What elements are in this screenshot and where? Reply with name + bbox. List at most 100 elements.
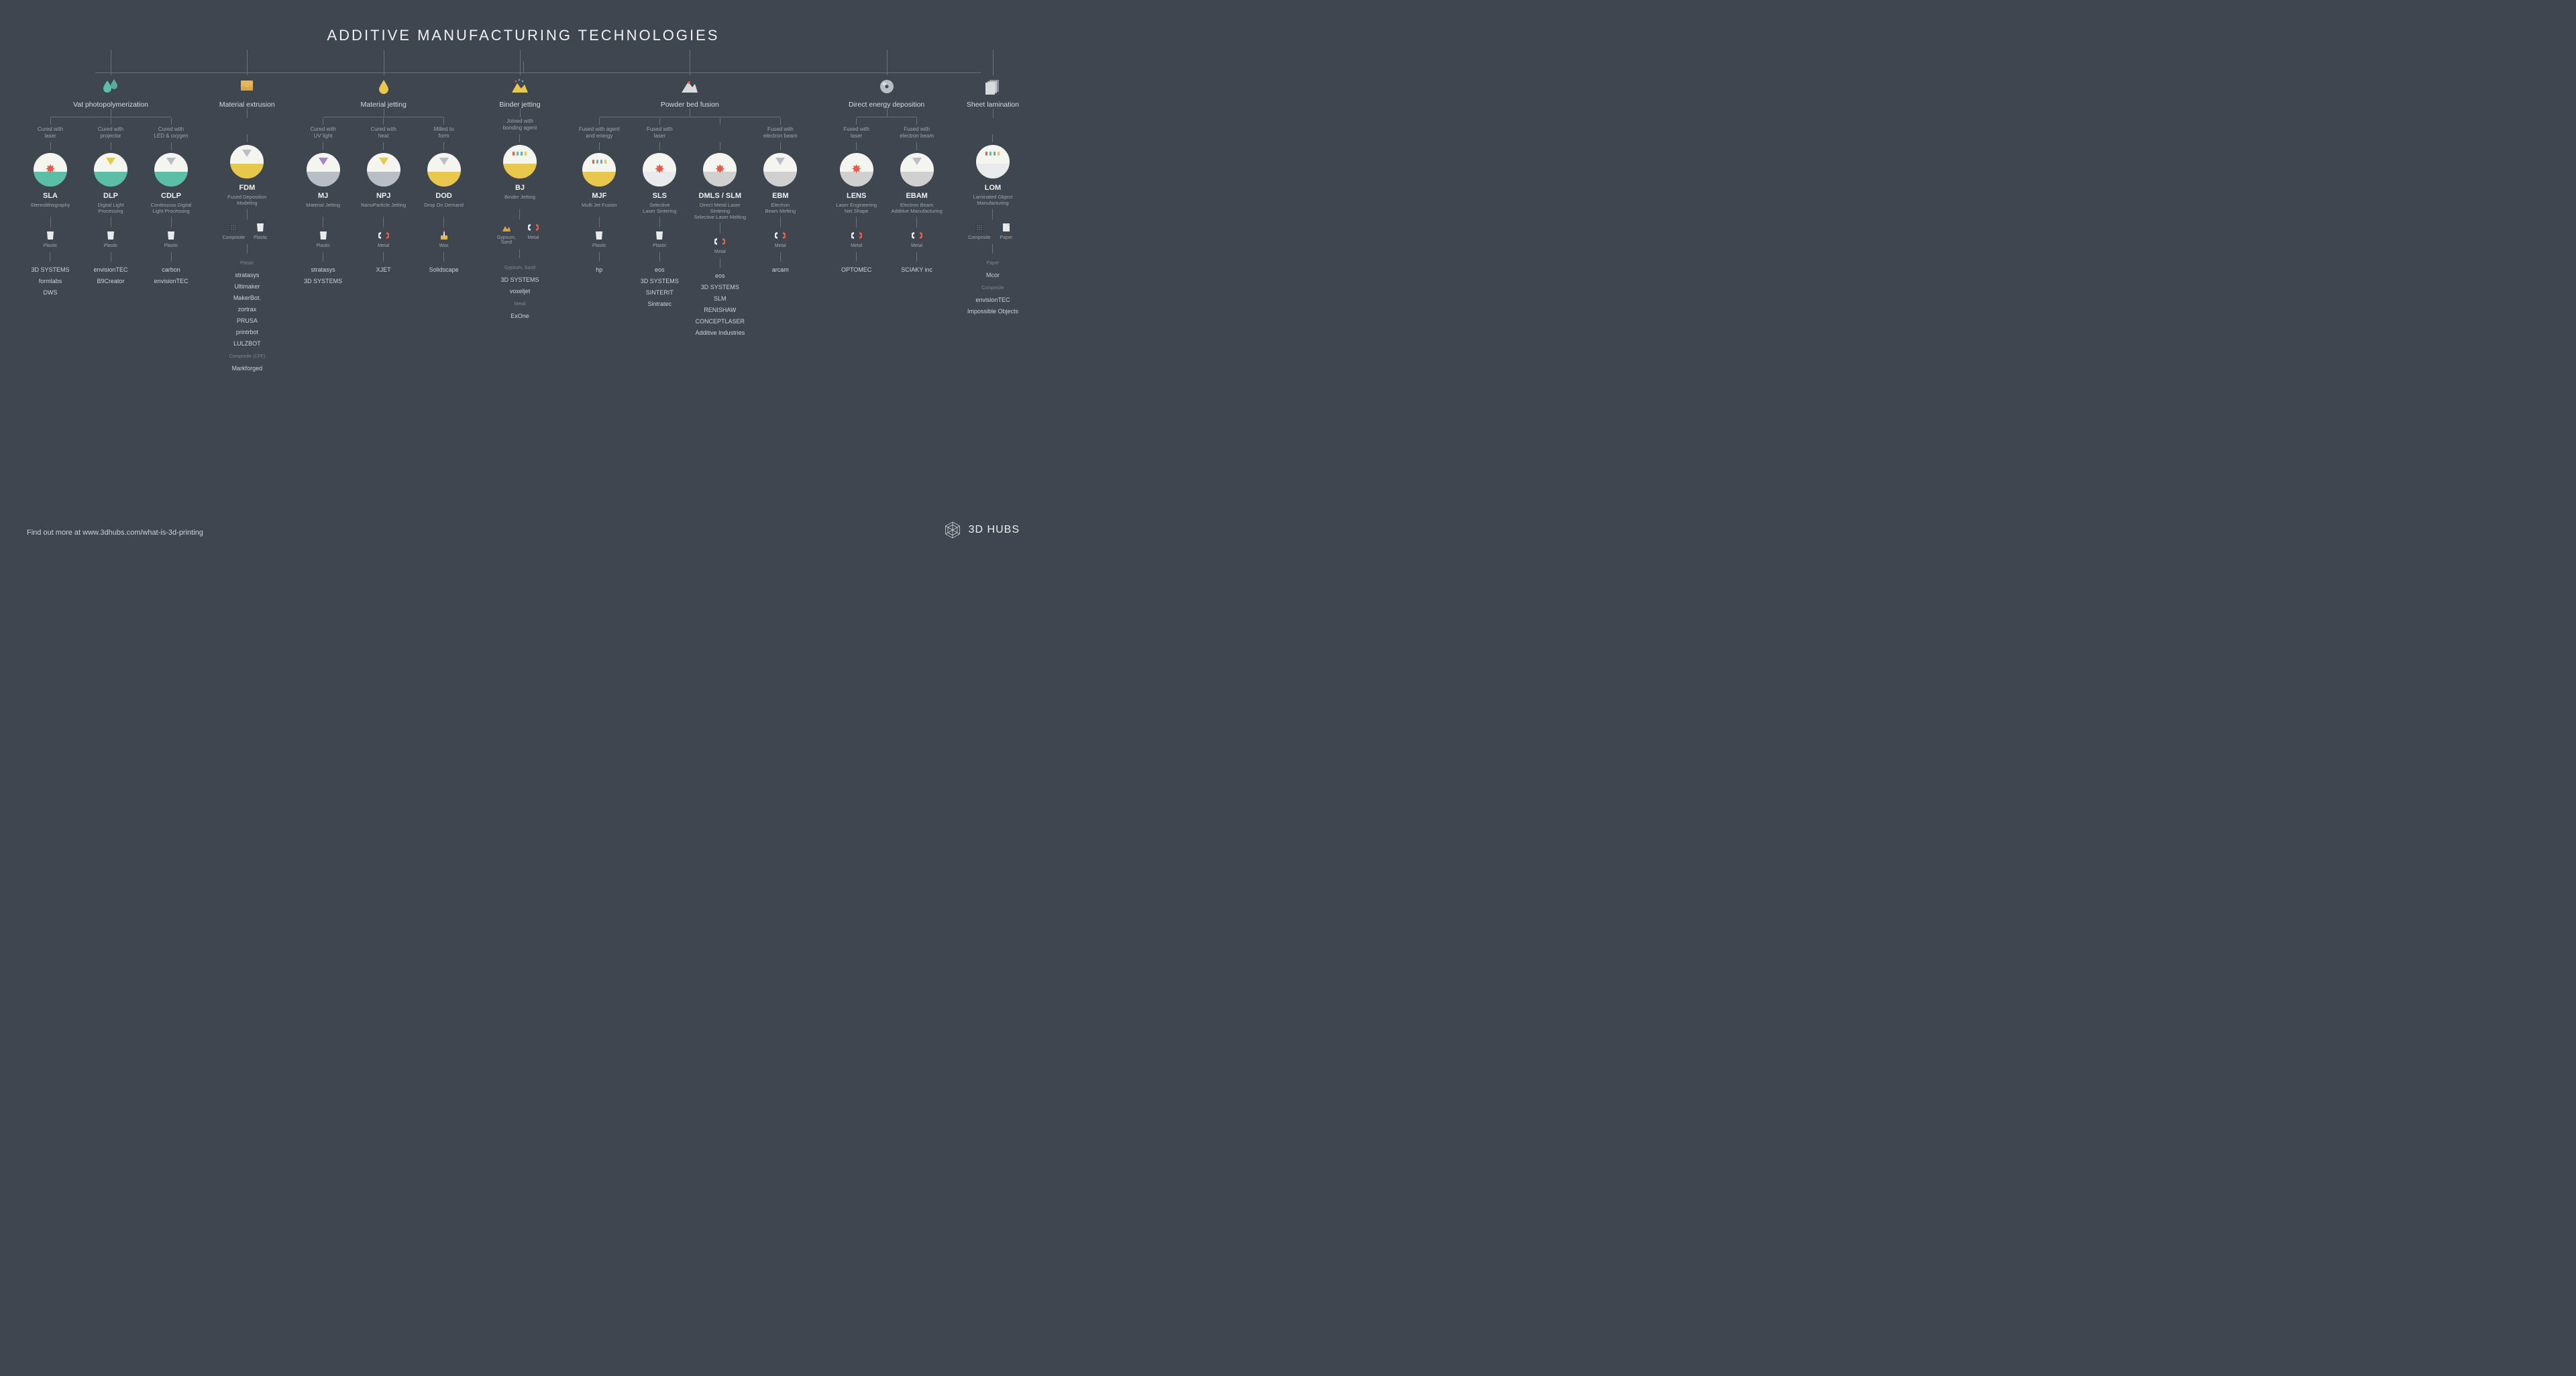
process-acronym: LOM	[985, 184, 1001, 192]
vendor-logo: DWS	[43, 289, 57, 296]
material-metal: Metal	[767, 230, 793, 248]
material-row: Plastic	[158, 230, 184, 248]
page-title: ADDITIVE MANUFACTURING TECHNOLOGIES	[20, 27, 1026, 44]
vendor-logo: Markforged	[232, 365, 263, 372]
tree-connector	[523, 62, 524, 72]
vendor-logo: 3D SYSTEMS	[641, 278, 679, 284]
vendor-logo: XJET	[376, 266, 391, 273]
vendor-logo: Ultimaker	[234, 283, 260, 290]
process-acronym: MJ	[318, 192, 328, 200]
vendor-logo: MakerBot.	[233, 295, 261, 301]
pile-icon	[510, 78, 530, 95]
process-row: FDMFused Deposition ModelingCompositePla…	[219, 118, 275, 372]
material-label: Plastic	[592, 244, 606, 248]
process-method: Fused with agent and energy	[579, 126, 620, 140]
vendor-logo: arcam	[772, 266, 789, 273]
material-row: CompositePlastic	[221, 222, 273, 240]
vendor-list: envisionTEC B9Creator	[93, 262, 127, 284]
material-row: Metal	[767, 230, 793, 248]
category-vat: Vat photopolymerization Cured with laser✸…	[20, 78, 201, 372]
drop-icon	[374, 78, 394, 95]
material-label: Composite	[223, 235, 245, 240]
category-ded: Direct energy depositionFused with laser…	[826, 78, 947, 372]
material-row: Metal	[904, 230, 930, 248]
process-fullname: Drop On Demand	[424, 202, 464, 214]
plastic-icon	[654, 230, 665, 241]
process-acronym: MJF	[592, 192, 606, 200]
process-circle-icon: ✸	[703, 153, 737, 187]
process-acronym: LENS	[847, 192, 866, 200]
material-plastic: Plastic	[647, 230, 672, 248]
vendor-group-label: Paper	[987, 261, 1000, 266]
vendor-logo: Sintratec	[648, 301, 672, 307]
process-lom: LOMLaminated Object ManufacturingComposi…	[965, 118, 1021, 315]
process-fullname: Digital Light Processing	[97, 202, 123, 214]
process-acronym: DLP	[103, 192, 118, 200]
category-label: Direct energy deposition	[849, 101, 924, 109]
vendor-logo: eos	[655, 266, 665, 273]
process-mj: Cured with UV light MJ Material Jetting Pla…	[295, 118, 352, 284]
process-fullname: Electron Beam Additive Manufacturing	[891, 202, 942, 214]
material-label: Gypsum, Sand	[497, 235, 516, 245]
vendor-logo: RENISHAW	[704, 307, 736, 313]
vendor-logo: 3D SYSTEMS	[304, 278, 342, 284]
vendor-list: SCIAKY inc	[901, 262, 932, 273]
process-method: Milled to form	[434, 126, 454, 140]
process-fullname: NanoParticle Jetting	[361, 202, 406, 214]
process-acronym: EBM	[772, 192, 788, 200]
paper-icon	[1001, 222, 1012, 233]
process-dlp: Cured with projectorDLPDigital Light Pro…	[83, 118, 139, 296]
process-acronym: CDLP	[161, 192, 181, 200]
category-label: Powder bed fusion	[661, 101, 719, 109]
process-fullname: Material Jetting	[306, 202, 340, 214]
material-plastic: Plastic	[311, 230, 336, 248]
material-sand: Gypsum, Sand	[494, 222, 519, 245]
vendor-list: arcam	[772, 262, 789, 273]
metal-icon	[775, 230, 786, 241]
process-dmlsslm: ✸DMLS / SLMDirect Metal Laser Sintering …	[692, 118, 748, 336]
vendor-logo: 3D SYSTEMS	[500, 276, 539, 283]
category-label: Binder jetting	[499, 101, 540, 109]
vendor-logo: envisionTEC	[154, 278, 188, 284]
process-circle-icon	[230, 145, 264, 178]
category-row: Vat photopolymerization Cured with laser✸…	[20, 78, 1026, 372]
material-label: Metal	[911, 244, 922, 248]
material-label: Metal	[527, 235, 539, 240]
vendor-logo: envisionTEC	[93, 266, 127, 273]
process-circle-icon	[763, 153, 797, 187]
vendor-group-label: Composite (CFF)	[229, 354, 265, 359]
process-method: Cured with heat	[371, 126, 396, 140]
metal-icon	[912, 230, 922, 241]
vendor-list: stratasys3D SYSTEMS	[304, 262, 342, 284]
process-row: Cured with laser✸SLAStereolithographyPla…	[22, 118, 199, 296]
plastic-icon	[45, 230, 56, 241]
vendor-logo: B9Creator	[97, 278, 124, 284]
vendor-list: 3D SYSTEMSformlabsDWS	[31, 262, 69, 296]
process-acronym: DOD	[435, 192, 451, 200]
process-circle-icon: ✸	[34, 153, 67, 187]
material-label: Metal	[851, 244, 862, 248]
process-fullname: Stereolithography	[31, 202, 70, 214]
category-label: Sheet lamination	[967, 101, 1019, 109]
material-row: Wax	[431, 230, 457, 248]
material-plastic: Plastic	[38, 230, 63, 248]
material-composite: Composite	[221, 222, 246, 240]
material-row: Plastic	[38, 230, 63, 248]
category-label: Material extrusion	[219, 101, 275, 109]
process-fullname: Multi Jet Fusion	[582, 202, 617, 214]
material-row: CompositePaper	[967, 222, 1019, 240]
metal-icon	[378, 230, 389, 241]
vendor-logo: Additive Industries	[696, 329, 745, 336]
category-label: Vat photopolymerization	[73, 101, 148, 109]
material-label: Plastic	[44, 244, 58, 248]
vendor-logo: Solidscape	[429, 266, 459, 273]
vendor-list: Solidscape	[429, 262, 459, 273]
vendor-list: PlasticstratasysUltimakerMakerBot.zortra…	[229, 254, 265, 372]
vendor-logo: LULZBOT	[233, 340, 261, 347]
plastic-icon	[318, 230, 329, 241]
process-acronym: FDM	[239, 184, 255, 192]
process-method: Cured with UV light	[311, 126, 336, 140]
process-mjf: Fused with agent and energy MJF Multi Jet …	[571, 118, 627, 336]
vendor-logo: carbon	[162, 266, 180, 273]
process-method: Fused with electron beam	[763, 126, 798, 140]
